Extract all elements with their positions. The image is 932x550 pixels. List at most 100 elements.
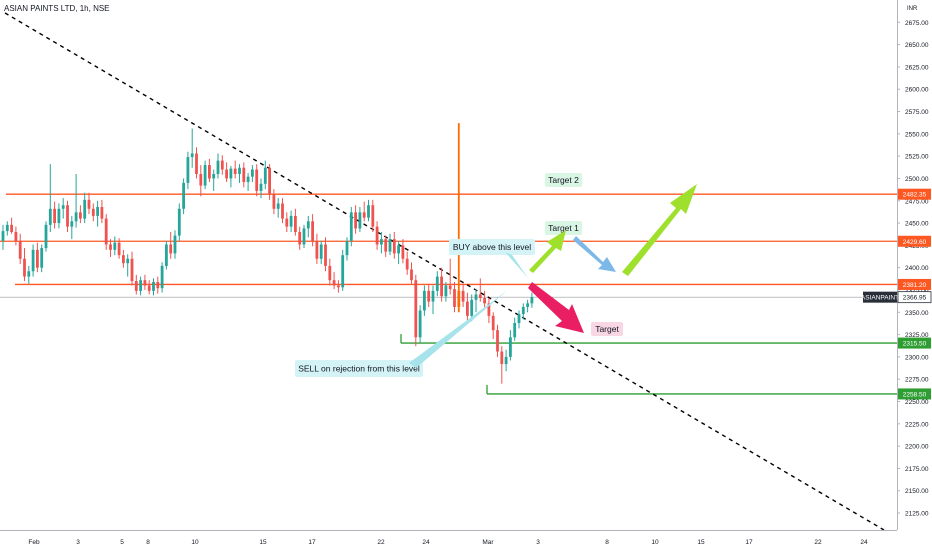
candle-body [453,289,456,307]
candle-body [18,240,22,259]
candle-body [229,168,233,179]
candle-body [251,169,254,177]
candle [255,164,259,197]
candle-body [410,269,413,281]
candle-body [96,207,99,216]
candle [375,221,379,250]
candle-body [139,280,142,291]
price-level-label: 2429.60 [903,239,927,246]
candle-body [358,212,362,229]
candle-body [461,290,465,302]
candle-body [319,244,323,259]
candle-body [5,224,9,232]
candle [156,276,160,294]
candle [427,283,431,307]
candle [74,173,78,228]
candle [401,239,405,264]
candle [272,189,276,215]
last-price-tag [897,291,932,304]
candle-body [177,208,181,236]
arrow-to-buy-zone [573,236,616,272]
candle [117,238,121,259]
candle [306,215,310,238]
candle-body [152,281,155,291]
candle-body [521,306,525,315]
candle-body [435,276,439,291]
candle [444,281,448,302]
candle-body [431,290,435,302]
x-tick-label: 24 [860,539,868,546]
candle [173,230,177,259]
candle [521,303,525,320]
candle [134,274,138,295]
candle-body [169,244,173,254]
buy-pointer [505,252,528,278]
candle-body [509,337,512,357]
candle [36,242,39,273]
candle-body [48,208,52,225]
candle [405,251,409,275]
candle [27,265,31,284]
candle-body [457,290,461,307]
candle-body [526,303,529,307]
candles [1,123,534,384]
candle [91,203,95,222]
candle [496,324,499,357]
price-levels [0,193,897,395]
sell-note: SELL on rejection from this level [298,364,420,374]
candle-body [345,240,349,256]
y-tick-label: 2300.00 [905,354,929,361]
x-tick-label: 10 [191,539,199,546]
y-tick-label: 2550.00 [905,131,929,138]
x-tick-label: 17 [745,539,753,546]
x-tick-label: 8 [146,539,150,546]
candle-body [165,244,168,266]
candle-body [238,167,241,174]
candle [195,147,198,179]
y-tick-label: 2175.00 [905,466,929,473]
candle-body [392,239,396,254]
candle-body [474,294,478,300]
candle [143,274,147,290]
candle-body [53,208,56,224]
candle [478,278,482,302]
candle-body [91,208,95,216]
candle-body [212,173,216,179]
y-tick-label: 2125.00 [905,511,929,518]
candle-body [117,242,121,256]
candle [238,164,241,183]
candle-body [220,160,224,170]
candle-body [268,167,271,195]
arrow-up-to-target1 [529,230,566,273]
candle-body [311,221,314,241]
candle [453,281,456,313]
candle [5,221,9,236]
candle-body [349,212,353,241]
candle [470,294,474,322]
y-tick-label: 2475.00 [905,198,929,205]
candle-body [87,199,91,209]
candle-body [190,153,194,158]
candle-body [500,351,504,365]
candle [186,151,190,190]
candle-body [289,215,293,227]
candle-body [444,285,448,297]
candle-body [44,224,48,249]
candle [526,299,529,313]
candle-body [14,231,18,241]
candle-body [74,212,78,222]
x-tick-label: 22 [377,539,385,546]
candle [122,249,125,268]
x-tick-label: 22 [814,539,822,546]
candle-body [126,258,130,264]
candle [96,200,99,227]
candle [410,262,413,284]
x-tick-label: 3 [536,539,540,546]
x-tick-label: Mar [482,539,494,546]
candle [109,239,112,257]
candle [104,214,108,250]
candle [182,178,185,215]
price-level-label: 2482.35 [903,192,927,199]
candle-body [186,157,190,183]
